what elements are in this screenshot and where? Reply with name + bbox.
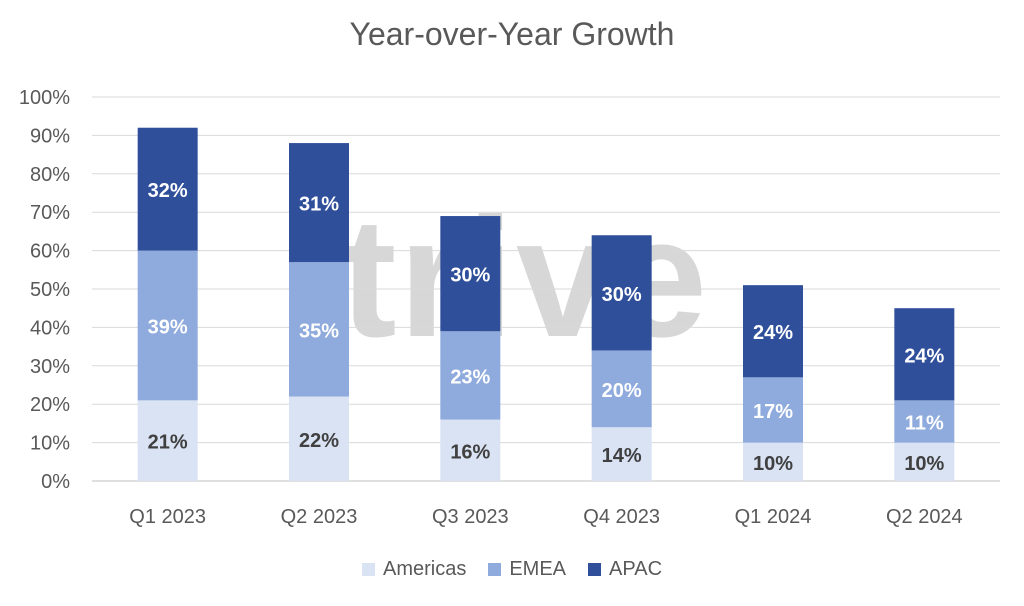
bar-segment xyxy=(440,331,501,420)
data-label: 23% xyxy=(450,366,490,388)
data-label: 10% xyxy=(904,453,944,475)
x-tick-label: Q2 2023 xyxy=(281,506,358,528)
legend-label: Americas xyxy=(382,558,467,580)
data-label: 32% xyxy=(148,180,188,202)
bar-segment xyxy=(591,427,652,481)
legend-swatch xyxy=(361,563,375,576)
y-tick-label: 60% xyxy=(30,241,70,263)
y-tick-label: 50% xyxy=(30,279,70,301)
legend-label: APAC xyxy=(609,558,663,580)
legend-item: EMEA xyxy=(488,558,566,581)
data-label: 22% xyxy=(299,430,339,452)
y-tick-label: 40% xyxy=(30,317,70,339)
data-label: 39% xyxy=(148,316,188,338)
bar-segment xyxy=(440,216,501,332)
data-label: 24% xyxy=(904,345,944,367)
y-tick-label: 100% xyxy=(19,87,70,109)
x-tick-label: Q4 2023 xyxy=(583,506,660,528)
data-label: 16% xyxy=(450,441,490,463)
legend-swatch xyxy=(588,563,602,576)
data-label: 11% xyxy=(905,412,944,434)
bar-segment xyxy=(289,396,349,481)
data-label: 10% xyxy=(753,453,793,475)
y-tick-label: 0% xyxy=(41,471,70,493)
bar-segment xyxy=(289,262,349,397)
data-label: 35% xyxy=(299,320,339,342)
y-tick-label: 80% xyxy=(30,164,70,186)
bar-segment xyxy=(591,235,652,351)
data-label: 30% xyxy=(602,284,642,306)
x-tick-label: Q1 2024 xyxy=(735,506,812,528)
legend: Americas EMEA APAC xyxy=(0,558,1024,581)
y-tick-label: 70% xyxy=(30,202,70,224)
y-tick-label: 20% xyxy=(30,394,70,416)
y-tick-label: 90% xyxy=(30,125,70,147)
data-label: 14% xyxy=(602,445,642,467)
data-label: 31% xyxy=(299,194,339,216)
legend-label: EMEA xyxy=(509,558,567,580)
legend-swatch xyxy=(488,563,502,576)
bar-segment xyxy=(591,350,652,428)
bar-segment xyxy=(137,250,198,401)
data-label: 20% xyxy=(602,380,642,402)
bar-segment xyxy=(289,143,349,263)
x-tick-label: Q2 2024 xyxy=(886,506,963,528)
data-label: 30% xyxy=(450,265,490,287)
bar-segment xyxy=(440,419,501,481)
bar-segment xyxy=(743,285,803,378)
bar-segment xyxy=(743,442,803,481)
bar-segment xyxy=(137,127,198,251)
bar-segment xyxy=(137,400,198,481)
y-tick-label: 30% xyxy=(30,356,70,378)
bar-segment xyxy=(894,308,955,401)
bar-segment xyxy=(894,442,955,481)
bar-segment xyxy=(894,400,955,443)
legend-item: Americas xyxy=(361,558,467,581)
x-tick-label: Q1 2023 xyxy=(129,506,206,528)
data-label: 21% xyxy=(148,432,188,454)
data-label: 24% xyxy=(753,322,793,344)
legend-item: APAC xyxy=(588,558,662,581)
bar-segment xyxy=(743,377,803,443)
chart-title: Year-over-Year Growth xyxy=(349,16,675,52)
x-tick-label: Q3 2023 xyxy=(432,506,509,528)
data-label: 17% xyxy=(753,401,793,423)
y-tick-label: 10% xyxy=(30,433,70,455)
